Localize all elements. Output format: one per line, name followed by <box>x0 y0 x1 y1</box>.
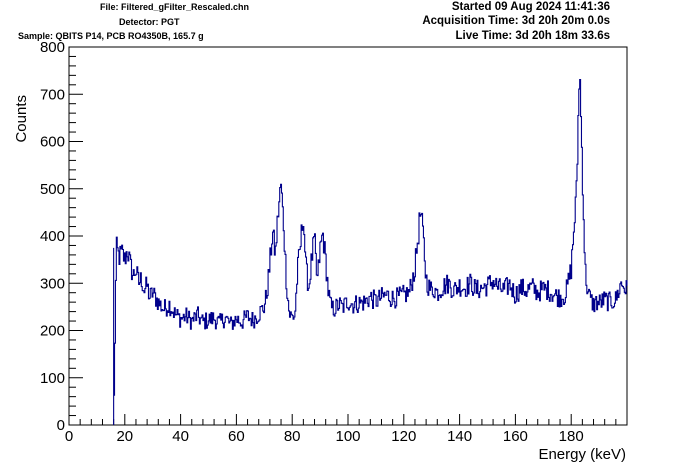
x-tick-label: 120 <box>391 428 416 445</box>
y-tick-label: 0 <box>57 417 65 434</box>
x-tick-label: 40 <box>172 428 189 445</box>
x-tick-label: 140 <box>447 428 472 445</box>
x-axis-label: Energy (keV) <box>538 446 626 463</box>
acquisition-time-label: Acquisition Time: 3d 20h 20m 0.0s <box>422 15 610 27</box>
x-tick-label: 80 <box>284 428 301 445</box>
y-tick-label: 500 <box>40 181 65 198</box>
y-tick-label: 300 <box>40 275 65 292</box>
x-tick-label: 160 <box>503 428 528 445</box>
started-label: Started 09 Aug 2024 11:41:36 <box>451 1 610 13</box>
file-label: File: Filtered_gFilter_Rescaled.chn <box>100 2 250 12</box>
x-tick-label: 20 <box>116 428 133 445</box>
spectrum-line <box>113 78 628 425</box>
plot-frame <box>68 46 628 426</box>
detector-label: Detector: PGT <box>119 17 180 27</box>
y-tick-label: 700 <box>40 86 65 103</box>
live-time-label: Live Time: 3d 20h 18m 33.6s <box>455 30 610 42</box>
y-axis-label: Counts <box>13 95 30 143</box>
x-tick-label: 100 <box>335 428 360 445</box>
x-tick-label: 180 <box>559 428 584 445</box>
y-tick-label: 800 <box>40 39 65 56</box>
y-tick-label: 400 <box>40 228 65 245</box>
y-tick-label: 200 <box>40 323 65 340</box>
x-tick-label: 60 <box>228 428 245 445</box>
y-tick-label: 600 <box>40 134 65 151</box>
axes: 0 20 40 60 80 100 120 140 160 180 0 100 200 300 400 500… <box>40 39 628 445</box>
series-group <box>113 78 628 425</box>
y-tick-label: 100 <box>40 370 65 387</box>
x-tick-label: 0 <box>65 428 73 445</box>
sample-label: Sample: QBITS P14, PCB RO4350B, 165.7 g <box>18 31 204 41</box>
